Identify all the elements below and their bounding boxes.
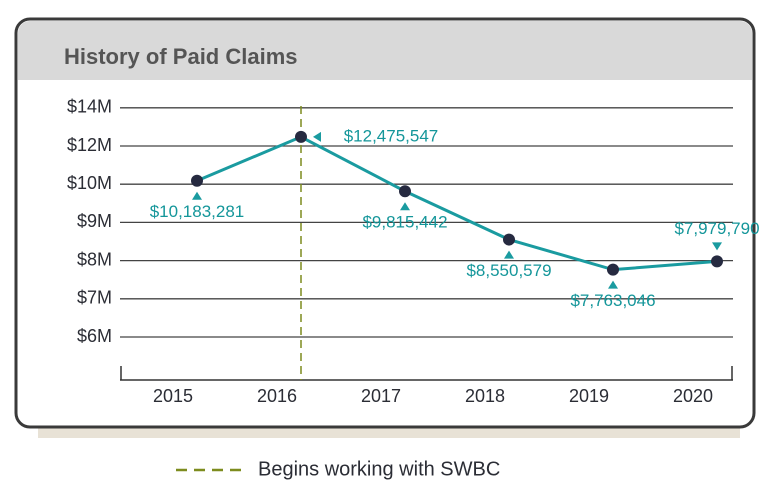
point	[399, 185, 411, 198]
x-tick-label: 2020	[673, 386, 713, 406]
label-pointer	[712, 242, 722, 251]
point	[191, 174, 203, 187]
y-tick-label: $12M	[67, 135, 112, 155]
value-label: $7,979,790	[674, 219, 759, 238]
value-label: $7,763,046	[570, 291, 655, 310]
label-pointer	[192, 191, 202, 200]
y-tick-label: $10M	[67, 173, 112, 193]
value-label: $12,475,547	[344, 126, 439, 145]
x-tick-label: 2018	[465, 386, 505, 406]
x-tick-label: 2015	[153, 386, 193, 406]
y-tick-label: $9M	[77, 211, 112, 231]
y-tick-label: $6M	[77, 326, 112, 346]
value-label: $9,815,442	[362, 213, 447, 232]
y-tick-label: $14M	[67, 97, 112, 117]
y-tick-label: $7M	[77, 288, 112, 308]
x-tick-label: 2017	[361, 386, 401, 406]
y-tick-label: $8M	[77, 249, 112, 269]
chart-title: History of Paid Claims	[64, 44, 298, 69]
x-tick-label: 2019	[569, 386, 609, 406]
label-pointer	[400, 202, 410, 211]
point	[607, 263, 619, 276]
value-label: $8,550,579	[466, 261, 551, 280]
value-label: $10,183,281	[150, 202, 245, 221]
card-header	[18, 21, 752, 80]
x-tick-label: 2016	[257, 386, 297, 406]
point	[295, 130, 307, 143]
legend: Begins working with SWBC	[176, 458, 500, 480]
point	[711, 255, 723, 268]
label-pointer	[608, 280, 618, 289]
line	[196, 135, 718, 272]
label-pointer	[504, 250, 514, 259]
point	[503, 233, 515, 246]
label-pointer	[313, 131, 321, 142]
legend-label: Begins working with SWBC	[258, 458, 500, 480]
